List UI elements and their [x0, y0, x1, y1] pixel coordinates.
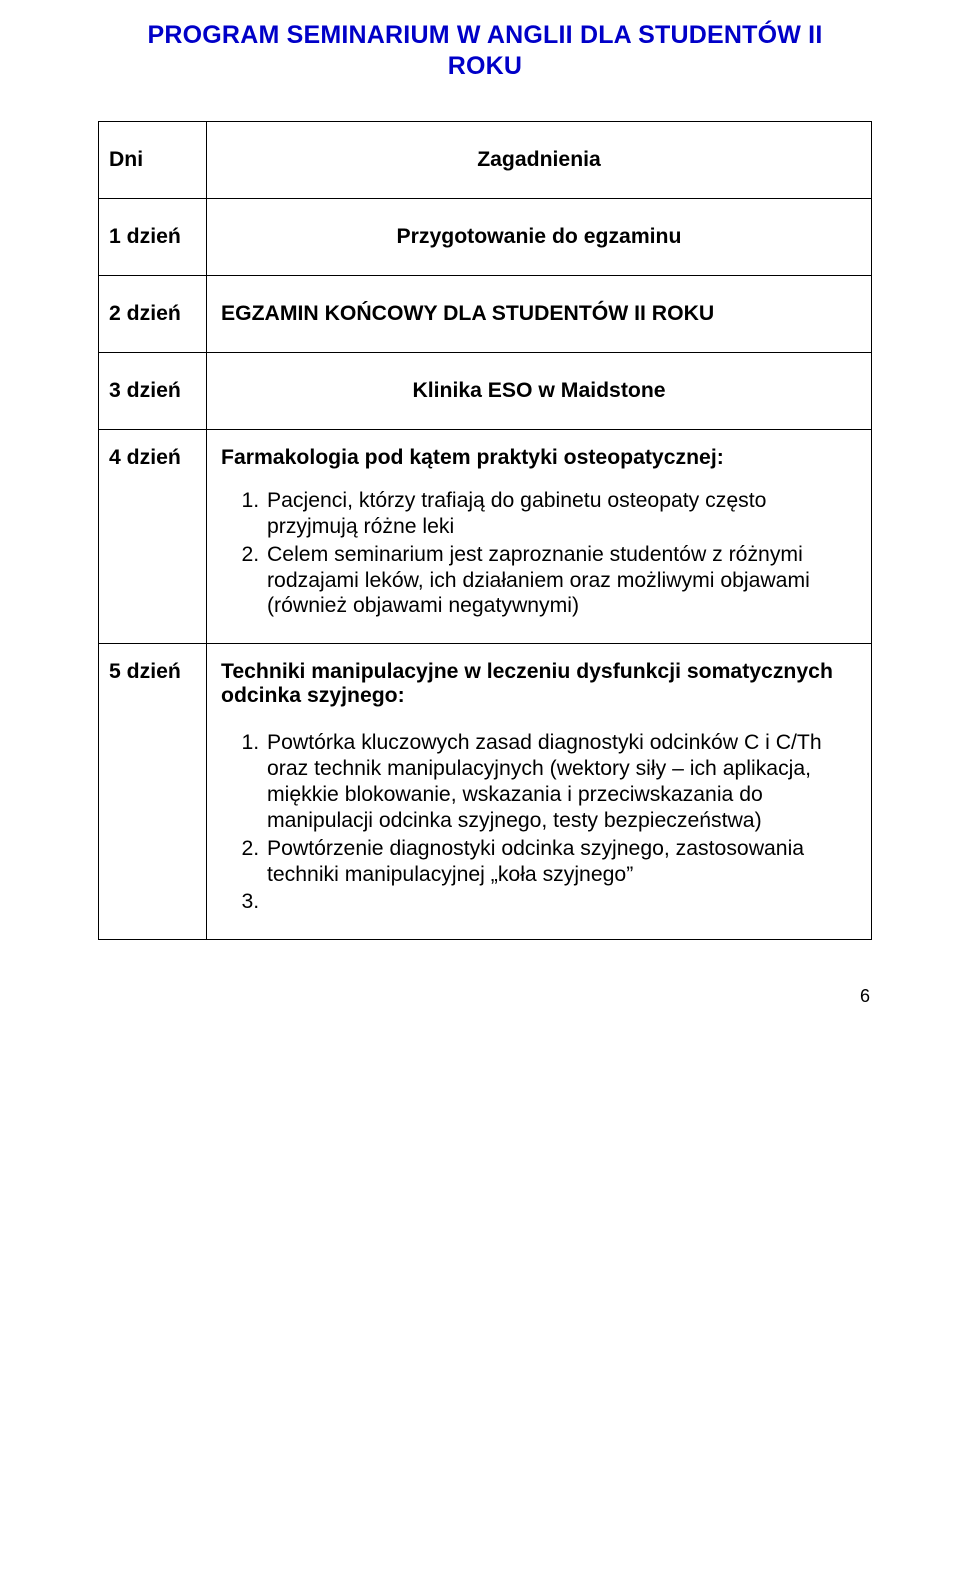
list-item: Celem seminarium jest zaproznanie studen…: [265, 542, 857, 620]
day-cell: 3 dzień: [99, 353, 207, 430]
table-row: 4 dzień Farmakologia pod kątem praktyki …: [99, 430, 872, 644]
day-cell: 2 dzień: [99, 276, 207, 353]
topic-heading: Farmakologia pod kątem praktyki osteopat…: [221, 446, 857, 470]
program-table: Dni Zagadnienia 1 dzień Przygotowanie do…: [98, 121, 872, 940]
header-days: Dni: [99, 122, 207, 199]
list-item: Pacjenci, którzy trafiają do gabinetu os…: [265, 488, 857, 540]
day-cell: 4 dzień: [99, 430, 207, 644]
table-row: 3 dzień Klinika ESO w Maidstone: [99, 353, 872, 430]
list-item: Powtórzenie diagnostyki odcinka szyjnego…: [265, 836, 857, 888]
topic-cell: Przygotowanie do egzaminu: [207, 199, 872, 276]
topic-list: Powtórka kluczowych zasad diagnostyki od…: [221, 730, 857, 915]
day-cell: 5 dzień: [99, 644, 207, 940]
title-line-2: ROKU: [448, 52, 522, 80]
list-item: Powtórka kluczowych zasad diagnostyki od…: [265, 730, 857, 833]
title-line-1: PROGRAM SEMINARIUM W ANGLII DLA STUDENTÓ…: [148, 21, 823, 49]
topic-cell: Techniki manipulacyjne w leczeniu dysfun…: [207, 644, 872, 940]
topic-cell: EGZAMIN KOŃCOWY DLA STUDENTÓW II ROKU: [207, 276, 872, 353]
topic-list: Pacjenci, którzy trafiają do gabinetu os…: [221, 488, 857, 619]
table-header-row: Dni Zagadnienia: [99, 122, 872, 199]
table-row: 2 dzień EGZAMIN KOŃCOWY DLA STUDENTÓW II…: [99, 276, 872, 353]
topic-heading: Techniki manipulacyjne w leczeniu dysfun…: [221, 660, 857, 708]
table-row: 1 dzień Przygotowanie do egzaminu: [99, 199, 872, 276]
topic-cell: Klinika ESO w Maidstone: [207, 353, 872, 430]
header-topics: Zagadnienia: [207, 122, 872, 199]
day-cell: 1 dzień: [99, 199, 207, 276]
list-item: [265, 889, 857, 915]
topic-cell: Farmakologia pod kątem praktyki osteopat…: [207, 430, 872, 644]
page-number: 6: [98, 986, 872, 1007]
table-row: 5 dzień Techniki manipulacyjne w leczeni…: [99, 644, 872, 940]
page-title: PROGRAM SEMINARIUM W ANGLII DLA STUDENTÓ…: [98, 20, 872, 81]
